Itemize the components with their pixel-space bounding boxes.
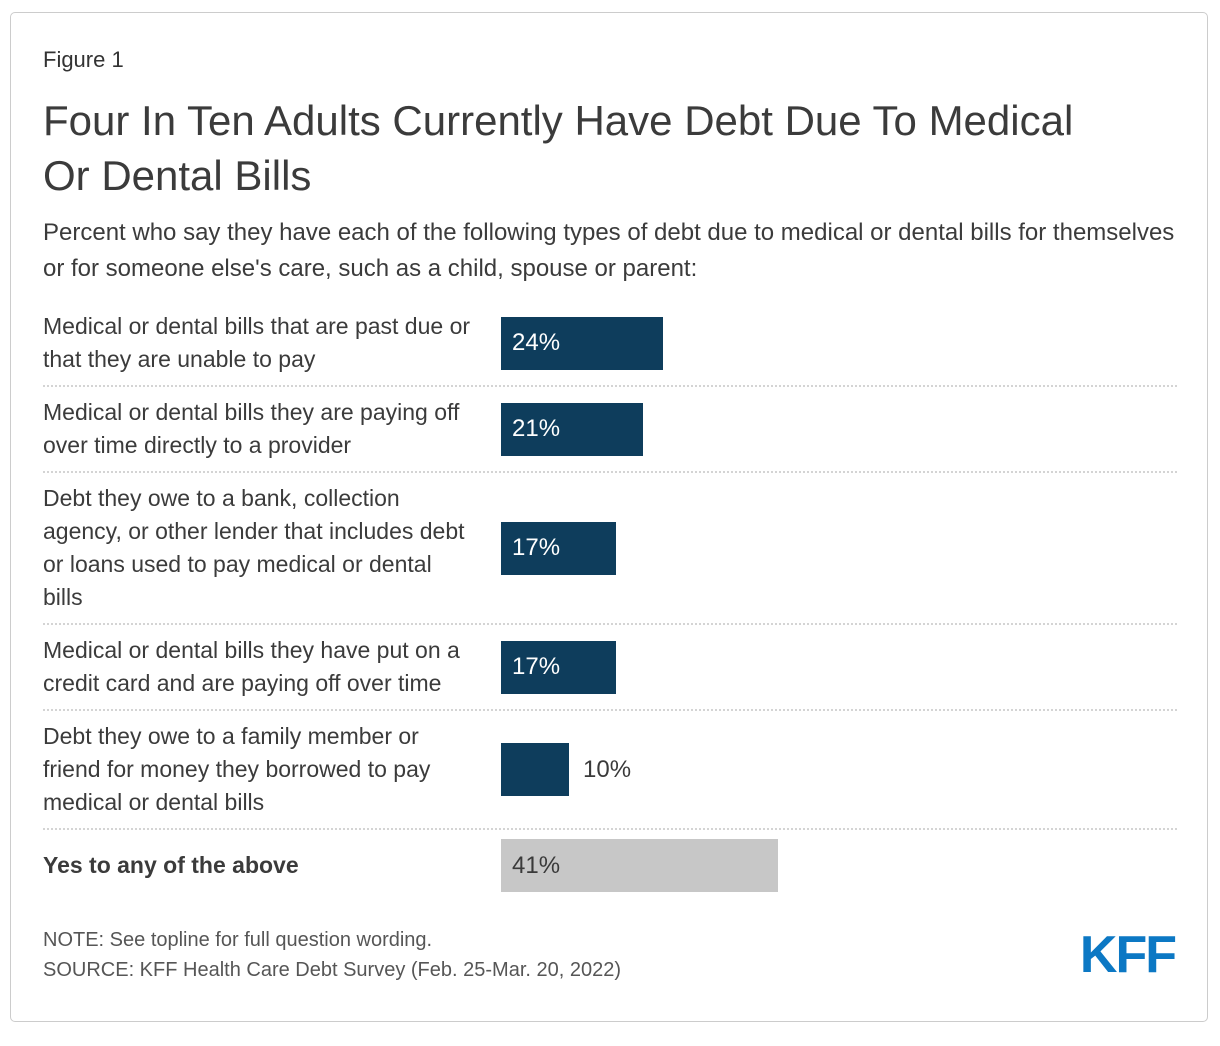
row-label: Yes to any of the above [43,852,299,879]
bar-value-label: 10% [583,755,632,783]
bar-value-label: 17% [512,534,561,562]
bar-value-label: 41% [512,851,561,879]
figure-card: Figure 1 Four In Ten Adults Currently Ha… [10,12,1208,1022]
row-label: Debt they owe to a family member or frie… [43,723,431,816]
bar-area: 17% [501,640,1177,694]
source-text: SOURCE: KFF Health Care Debt Survey (Feb… [43,959,621,981]
row-label: Medical or dental bills that are past du… [43,313,471,373]
chart-title: Four In Ten Adults Currently Have Debt D… [43,97,1074,200]
bar-value-label: 17% [512,653,561,681]
footer: NOTE: See topline for full question word… [43,925,1177,991]
chart-row: Medical or dental bills that are past du… [43,301,1177,388]
chart-row: Medical or dental bills they are paying … [43,387,1177,474]
bar-area: 41% [501,839,1177,893]
bar-area: 10% [501,743,1177,797]
bar-area: 24% [501,316,1177,370]
bar: 17% [501,640,616,694]
bar-area: 21% [501,402,1177,456]
bar: 24% [501,316,663,370]
chart-row: Yes to any of the above 41% [43,830,1177,901]
footer-text: NOTE: See topline for full question word… [43,925,621,985]
bar-value-label: 24% [512,329,561,357]
figure-label: Figure 1 [43,47,124,72]
row-label: Medical or dental bills they are paying … [43,399,460,459]
chart-row: Medical or dental bills they have put on… [43,625,1177,712]
row-label: Debt they owe to a bank, collection agen… [43,485,465,611]
chart-subtitle: Percent who say they have each of the fo… [43,219,1175,283]
bar [501,743,569,797]
chart-row: Debt they owe to a bank, collection agen… [43,473,1177,626]
chart-row: Debt they owe to a family member or frie… [43,711,1177,831]
note-text: NOTE: See topline for full question word… [43,929,433,951]
row-label: Medical or dental bills they have put on… [43,637,460,697]
bar-value-label: 21% [512,415,561,443]
bar-area: 17% [501,521,1177,575]
bar: 17% [501,521,616,575]
bar: 41% [501,839,778,893]
bar: 21% [501,402,643,456]
kff-logo: KFF [1079,926,1177,984]
chart-rows: Medical or dental bills that are past du… [43,301,1177,901]
